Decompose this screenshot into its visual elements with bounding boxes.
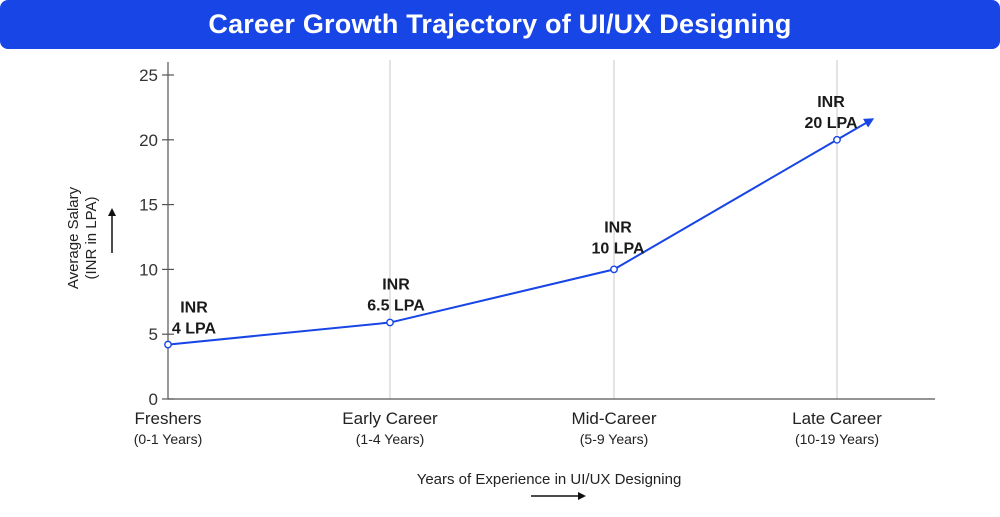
x-category-sublabel-3: (10-19 Years): [795, 431, 879, 447]
trend-arrow: [836, 118, 875, 141]
series-line: [167, 138, 838, 346]
y-tick-label-3: 15: [139, 196, 158, 215]
data-label-0-1: 4 LPA: [172, 321, 217, 338]
y-tick-label-0: 0: [149, 390, 158, 409]
x-category-sublabel-1: (1-4 Years): [356, 431, 424, 447]
y-axis-title: Average Salary (INR in LPA): [65, 186, 100, 289]
x-category-label-2: Mid-Career: [571, 409, 656, 428]
y-tick-label-4: 20: [139, 131, 158, 150]
data-label-2-0: INR: [604, 219, 632, 236]
data-point-1: [386, 318, 394, 327]
data-label-3-1: 20 LPA: [804, 115, 858, 132]
data-point-2: [610, 265, 618, 274]
x-category-label-0: Freshers: [134, 409, 201, 428]
data-label-1-1: 6.5 LPA: [367, 298, 425, 315]
x-category-sublabel-2: (5-9 Years): [580, 431, 648, 447]
data-label-2-1: 10 LPA: [591, 240, 645, 257]
chart-title: Career Growth Trajectory of UI/UX Design…: [208, 9, 792, 39]
data-label-1-0: INR: [382, 277, 410, 294]
data-label-3-0: INR: [817, 94, 845, 111]
data-label-0-0: INR: [180, 300, 208, 317]
y-axis-title-line-0: Average Salary: [65, 186, 82, 289]
y-tick-label-2: 10: [139, 260, 158, 279]
data-point-3: [833, 135, 841, 144]
y-tick-label-5: 25: [139, 66, 158, 85]
x-category-label-1: Early Career: [342, 409, 438, 428]
x-axis-title: Years of Experience in UI/UX Designing: [417, 471, 682, 488]
y-tick-label-1: 5: [149, 325, 158, 344]
chart-title-bar: Career Growth Trajectory of UI/UX Design…: [0, 0, 1000, 49]
x-category-sublabel-0: (0-1 Years): [134, 431, 202, 447]
data-point-0: [164, 340, 172, 349]
x-category-label-3: Late Career: [792, 409, 882, 428]
y-axis-title-line-1: (INR in LPA): [83, 196, 100, 279]
